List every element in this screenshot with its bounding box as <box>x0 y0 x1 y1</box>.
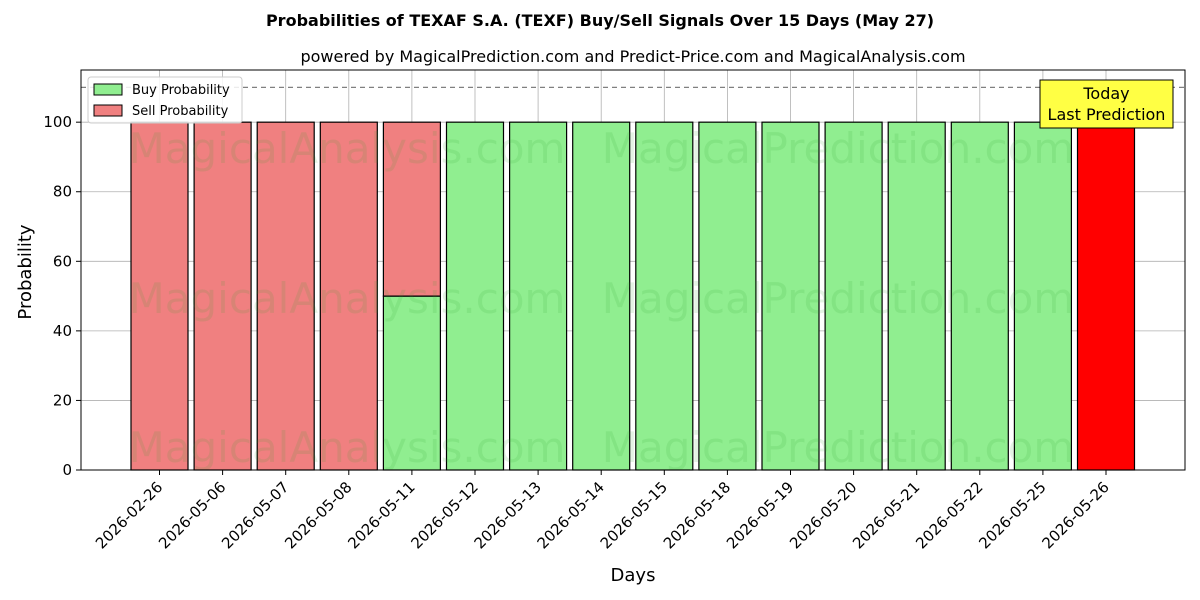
x-tick-label: 2026-05-15 <box>597 478 671 552</box>
legend-swatch-sell <box>93 104 123 117</box>
watermark-text: MagicalPrediction.com <box>602 274 1075 323</box>
bar-buy-2026-05-11 <box>382 295 441 471</box>
annotation-line: Today <box>1082 84 1129 103</box>
legend-label-sell: Sell Probability <box>132 104 229 119</box>
x-tick-label: 2026-02-26 <box>92 478 166 552</box>
bar-buy-2026-05-25 <box>1013 121 1073 471</box>
bar-buy-2026-05-14 <box>572 121 631 471</box>
legend-box <box>87 76 243 124</box>
y-tick-label: 60 <box>53 252 72 270</box>
y-tick-label: 100 <box>43 113 72 131</box>
y-tick-label: 80 <box>53 183 72 201</box>
x-tick-label: 2026-05-26 <box>1038 478 1112 552</box>
bar-buy-2026-05-13 <box>509 121 568 471</box>
x-tick-label: 2026-05-06 <box>155 478 229 552</box>
y-tick-label: 20 <box>53 391 72 409</box>
bar-buy-2026-05-21 <box>887 121 946 471</box>
annotation-box <box>1039 79 1174 129</box>
plot-frame <box>80 69 1186 471</box>
bars <box>130 121 1136 471</box>
watermark-text: MagicalPrediction.com <box>602 423 1075 472</box>
bar-buy-2026-05-15 <box>635 121 694 471</box>
bar-sell-2026-05-08 <box>319 121 378 471</box>
watermarks: MagicalAnalysis.com MagicalPrediction.com… <box>129 124 1075 472</box>
legend-label-buy: Buy Probability <box>132 83 230 98</box>
bar-sell-2026-05-11 <box>382 121 441 297</box>
x-axis: 2026-02-262026-05-062026-05-072026-05-08… <box>92 470 1113 552</box>
x-tick-label: 2026-05-13 <box>471 478 545 552</box>
x-tick-label: 2026-05-12 <box>407 478 481 552</box>
watermark-text: MagicalAnalysis.com <box>129 423 566 472</box>
x-tick-label: 2026-05-08 <box>281 478 355 552</box>
bar-sell-2026-05-26 <box>1076 121 1136 471</box>
legend: Buy Probability Sell Probability <box>87 76 243 124</box>
x-tick-label: 2026-05-07 <box>218 478 292 552</box>
bar-buy-2026-05-19 <box>761 121 820 471</box>
annotation-line: Last Prediction <box>1048 105 1166 124</box>
x-tick-label: 2026-05-18 <box>660 478 734 552</box>
x-tick-label: 2026-05-11 <box>344 478 418 552</box>
bar-buy-2026-05-20 <box>824 121 883 471</box>
chart-subtitle: powered by MagicalPrediction.com and Pre… <box>300 47 965 66</box>
today-annotation: Today Last Prediction <box>1039 79 1174 129</box>
x-tick-label: 2026-05-20 <box>786 478 860 552</box>
watermark-text: MagicalAnalysis.com <box>129 124 566 173</box>
x-axis-label: Days <box>611 565 656 586</box>
legend-swatch-buy <box>93 83 123 96</box>
watermark-text: MagicalAnalysis.com <box>129 274 566 323</box>
y-axis-label: Probability <box>15 224 36 319</box>
bar-buy-2026-05-18 <box>698 121 757 471</box>
x-tick-label: 2026-05-25 <box>975 478 1049 552</box>
bar-buy-2026-05-22 <box>950 121 1009 471</box>
y-tick-label: 0 <box>62 461 72 479</box>
x-tick-label: 2026-05-14 <box>534 478 608 552</box>
x-tick-label: 2026-05-22 <box>912 478 986 552</box>
watermark-text: MagicalPrediction.com <box>602 124 1075 173</box>
bar-sell-2026-05-07 <box>256 121 315 471</box>
x-tick-label: 2026-05-21 <box>849 478 923 552</box>
x-tick-label: 2026-05-19 <box>723 478 797 552</box>
bar-buy-2026-05-12 <box>445 121 505 471</box>
chart-title: Probabilities of TEXAF S.A. (TEXF) Buy/S… <box>266 11 934 30</box>
y-axis: 0 20 40 60 80 100 <box>43 113 81 479</box>
y-tick-label: 40 <box>53 322 72 340</box>
